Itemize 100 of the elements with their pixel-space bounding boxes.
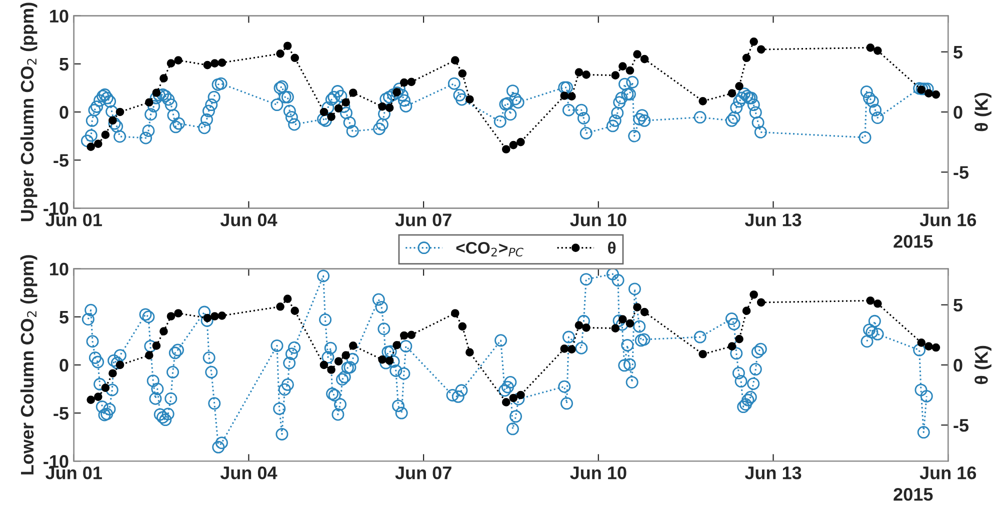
point <box>698 97 707 106</box>
point <box>750 37 758 46</box>
x-tick-label: Jun 16 <box>920 466 976 480</box>
point <box>735 82 744 90</box>
point <box>640 308 649 316</box>
point <box>509 140 518 150</box>
point <box>516 138 525 146</box>
y-tick-label: -5 <box>54 407 68 420</box>
text: 2015 <box>894 235 933 248</box>
point <box>94 140 102 148</box>
point <box>728 89 736 98</box>
point <box>874 46 882 55</box>
point <box>574 68 584 76</box>
point <box>466 348 474 356</box>
point <box>560 344 569 353</box>
point <box>750 290 758 299</box>
point <box>640 54 649 64</box>
point <box>924 342 933 350</box>
y2-tick-label: 0 <box>954 358 962 372</box>
point <box>160 74 168 82</box>
x-tick-label: Jun 01 <box>46 466 102 480</box>
point <box>101 384 110 392</box>
point <box>574 321 584 330</box>
point <box>174 309 182 318</box>
point <box>174 56 182 64</box>
point <box>392 340 402 350</box>
point <box>450 309 460 318</box>
point <box>626 319 634 328</box>
y-tick-label: -5 <box>54 154 68 167</box>
y2-tick-label: 0 <box>954 106 962 119</box>
y2-tick-label: 5 <box>954 298 962 312</box>
point <box>166 312 176 320</box>
point <box>756 298 766 307</box>
point <box>116 108 124 116</box>
point <box>742 54 751 62</box>
point <box>611 71 620 80</box>
x-tick-label: Jun 13 <box>744 466 802 480</box>
x-tick-label: Jun 10 <box>570 466 626 480</box>
x-tick-label: Jun 04 <box>220 214 278 226</box>
point <box>218 311 226 320</box>
point <box>874 299 882 308</box>
y-tick-label: 10 <box>50 262 68 276</box>
point <box>866 296 875 305</box>
point <box>385 104 394 112</box>
legend-label: <CO$_{2}$>$_{PC}$ <box>456 242 524 257</box>
point <box>320 360 328 370</box>
point <box>509 394 518 402</box>
y-tick-label: -10 <box>44 455 68 468</box>
point <box>618 62 627 70</box>
point <box>400 331 408 340</box>
point <box>218 58 226 67</box>
point <box>290 306 300 316</box>
point <box>327 112 336 121</box>
point <box>633 303 642 312</box>
y2-tick-label: -5 <box>954 166 969 179</box>
y-axis-title: Lower Column CO$_{2}$ (ppm) <box>20 255 38 474</box>
point <box>334 357 343 366</box>
point <box>568 345 576 354</box>
x-tick-label: Jun 10 <box>570 214 626 226</box>
point <box>86 142 96 152</box>
point <box>144 351 154 360</box>
y-axis-title: Upper Column CO$_{2}$ (ppm) <box>20 2 38 222</box>
point <box>210 312 219 320</box>
point <box>626 66 634 75</box>
y-tick-label: -10 <box>44 202 68 215</box>
point <box>400 78 408 87</box>
point <box>86 396 96 404</box>
point <box>458 69 467 78</box>
x-tick-label: Jun 04 <box>220 466 278 480</box>
point <box>866 44 875 52</box>
point <box>917 338 926 347</box>
point <box>450 56 460 64</box>
point <box>698 350 707 358</box>
point <box>407 78 416 86</box>
point <box>735 334 744 344</box>
point <box>101 130 110 139</box>
point <box>203 60 212 70</box>
point <box>348 88 358 97</box>
point <box>276 50 284 58</box>
point <box>283 42 292 50</box>
point <box>378 102 386 111</box>
point <box>348 342 358 350</box>
point <box>327 366 336 374</box>
point <box>160 327 168 336</box>
point <box>728 342 736 350</box>
point <box>407 330 416 340</box>
point <box>611 324 620 332</box>
point <box>932 90 940 99</box>
y2-axis-title: θ (K) <box>974 346 992 384</box>
point <box>290 54 300 62</box>
y-tick-label: 0 <box>60 106 68 119</box>
point <box>466 95 474 104</box>
point <box>633 50 642 58</box>
legend-label: θ <box>608 242 616 254</box>
x-tick-label: Jun 01 <box>46 214 102 226</box>
x-tick-label: Jun 16 <box>920 214 976 226</box>
y2-tick-label: 5 <box>954 46 962 59</box>
point <box>342 351 350 360</box>
point <box>502 145 510 154</box>
point <box>568 92 576 101</box>
